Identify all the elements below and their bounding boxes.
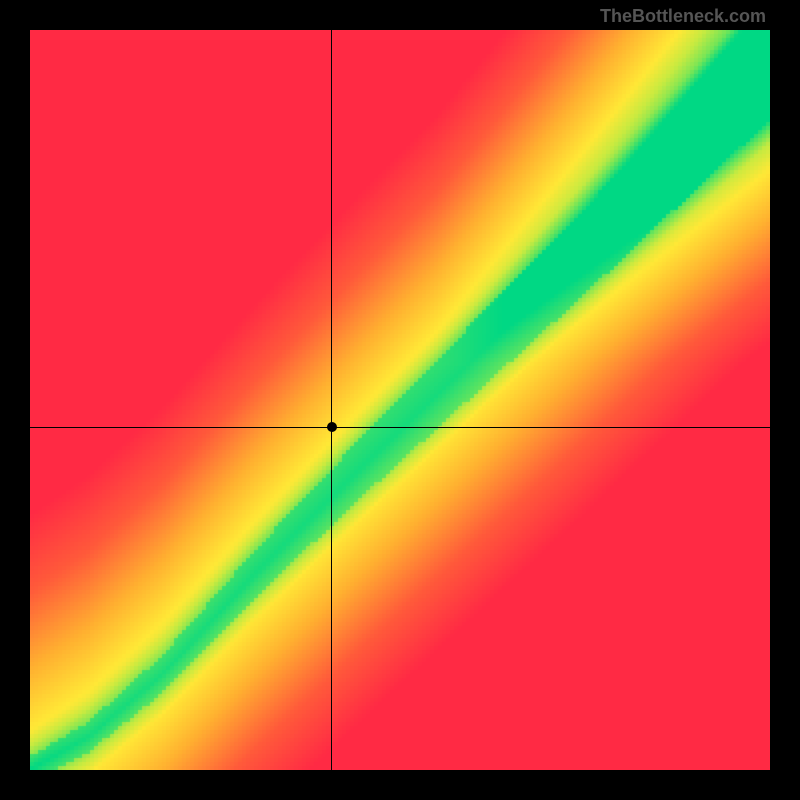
crosshair-horizontal bbox=[30, 427, 770, 428]
chart-container: { "meta": { "watermark": "TheBottleneck.… bbox=[0, 0, 800, 800]
plot-area bbox=[30, 30, 770, 770]
watermark-text: TheBottleneck.com bbox=[600, 6, 766, 27]
crosshair-vertical bbox=[331, 30, 332, 770]
heatmap-canvas bbox=[30, 30, 770, 770]
